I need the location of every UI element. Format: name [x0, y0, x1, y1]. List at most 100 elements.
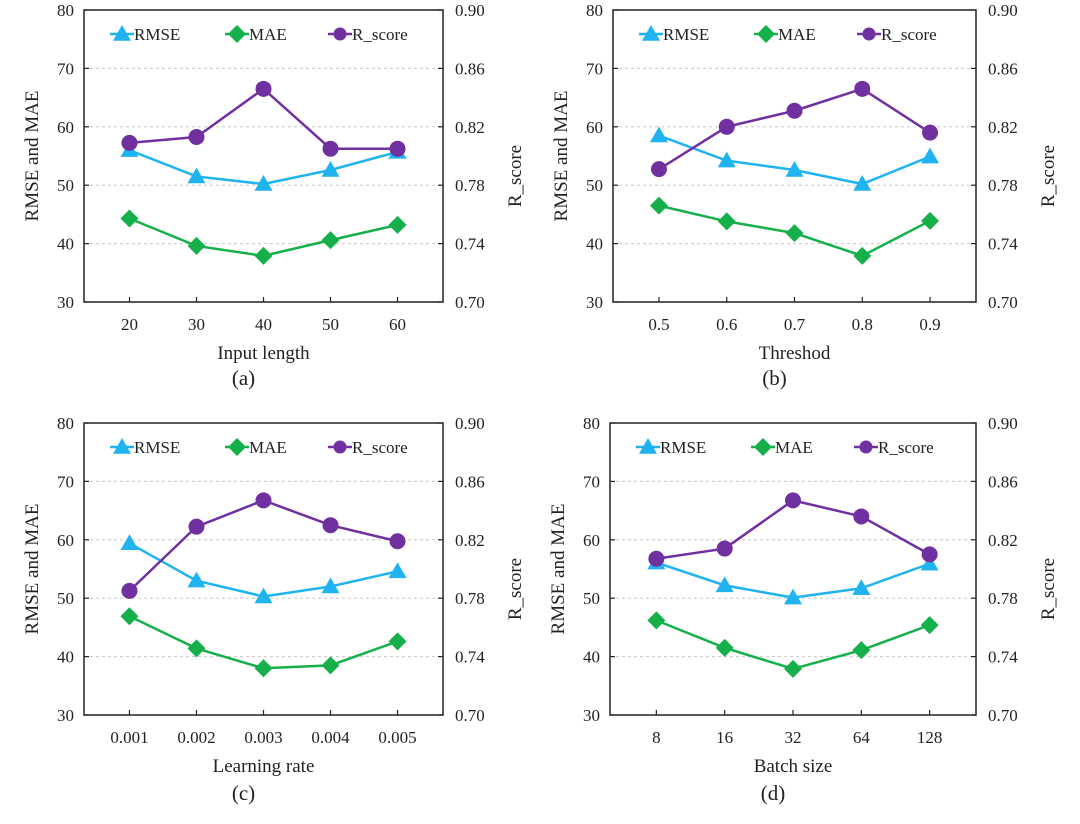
- y2-tick-label: 0.70: [455, 706, 485, 725]
- y-tick-label: 80: [57, 414, 74, 433]
- data-point-mae: [187, 236, 206, 255]
- y2-tick-label: 0.78: [988, 589, 1018, 608]
- panel-caption: (d): [761, 781, 786, 805]
- data-point-mae: [647, 611, 666, 630]
- data-point-rmse: [388, 562, 407, 579]
- data-point-rmse: [120, 534, 139, 551]
- legend-item-r_score: R_score: [328, 25, 408, 44]
- x-tick-label: 0.004: [311, 728, 350, 747]
- data-point-mae: [853, 246, 872, 265]
- x-axis-label: Input length: [217, 343, 310, 364]
- data-point-r_score: [255, 80, 272, 97]
- panel-caption: (c): [232, 781, 255, 805]
- data-point-mae: [120, 607, 139, 626]
- data-point-rmse: [254, 175, 273, 191]
- legend-marker-rmse: [113, 25, 131, 41]
- data-point-mae: [254, 246, 273, 265]
- x-tick-label: 60: [389, 315, 406, 334]
- y-tick-label: 50: [57, 589, 74, 608]
- y2-tick-label: 0.70: [988, 706, 1018, 725]
- data-point-rmse: [321, 577, 340, 594]
- y-tick-label: 70: [57, 59, 74, 78]
- y2-tick-label: 0.90: [455, 1, 485, 20]
- data-point-rmse: [187, 571, 206, 588]
- y-tick-label: 40: [57, 648, 74, 667]
- legend-item-rmse: RMSE: [636, 438, 706, 457]
- data-point-mae: [187, 639, 206, 658]
- data-point-r_score: [921, 546, 938, 563]
- legend-marker-mae: [757, 25, 775, 43]
- x-tick-label: 0.005: [378, 728, 416, 747]
- legend-label: R_score: [352, 25, 408, 44]
- y2-tick-label: 0.74: [455, 235, 485, 254]
- chart-panel-c: 30 40 50 60 70 80 0.70 0.74 0.78 0.82 0.86 0.90 0.00…: [22, 414, 526, 805]
- y-tick-label: 60: [586, 118, 603, 137]
- data-point-r_score: [322, 517, 339, 534]
- y2-tick-label: 0.70: [455, 293, 485, 312]
- y-tick-label: 30: [583, 706, 600, 725]
- data-point-mae: [254, 659, 273, 678]
- data-point-r_score: [389, 140, 406, 157]
- data-point-r_score: [255, 492, 272, 509]
- data-point-mae: [321, 656, 340, 675]
- y-tick-label: 30: [57, 706, 74, 725]
- data-point-mae: [785, 224, 804, 243]
- legend-marker-r_score: [862, 27, 876, 41]
- y2-tick-label: 0.86: [455, 472, 485, 491]
- legend-label: MAE: [249, 25, 287, 44]
- x-tick-label: 128: [917, 728, 943, 747]
- y2-tick-label: 0.74: [988, 235, 1018, 254]
- x-tick-label: 0.002: [177, 728, 215, 747]
- data-point-rmse: [321, 161, 340, 177]
- legend-item-mae: MAE: [225, 438, 287, 457]
- data-point-rmse: [921, 147, 940, 164]
- series-line-r_score: [658, 87, 931, 171]
- y-tick-label: 60: [57, 531, 74, 550]
- x-axis-label: Threshod: [759, 343, 831, 364]
- y2-tick-label: 0.78: [988, 176, 1018, 195]
- y2-tick-label: 0.78: [455, 589, 485, 608]
- data-point-rmse: [715, 576, 734, 593]
- data-point-r_score: [716, 540, 733, 557]
- legend-label: R_score: [881, 25, 937, 44]
- x-tick-label: 40: [255, 315, 272, 334]
- legend-marker-r_score: [333, 440, 347, 454]
- data-point-mae: [717, 212, 736, 231]
- y2-axis-label: R_score: [505, 558, 526, 620]
- y2-tick-label: 0.86: [455, 59, 485, 78]
- x-tick-label: 0.003: [244, 728, 282, 747]
- legend-item-r_score: R_score: [854, 438, 934, 457]
- data-point-mae: [388, 632, 407, 651]
- data-point-rmse: [852, 579, 871, 596]
- legend-label: RMSE: [663, 25, 709, 44]
- y-tick-label: 40: [586, 235, 603, 254]
- data-point-r_score: [785, 492, 801, 509]
- legend-marker-r_score: [859, 440, 873, 454]
- legend-label: R_score: [878, 438, 934, 457]
- data-point-mae: [784, 659, 802, 678]
- data-point-r_score: [389, 533, 406, 550]
- data-point-mae: [321, 231, 340, 250]
- y2-tick-label: 0.82: [455, 118, 485, 137]
- data-point-r_score: [718, 118, 735, 135]
- x-tick-label: 0.7: [784, 315, 806, 334]
- y-tick-label: 80: [583, 414, 600, 433]
- legend-label: MAE: [249, 438, 287, 457]
- y-tick-label: 50: [583, 589, 600, 608]
- y-tick-label: 70: [57, 472, 74, 491]
- data-point-r_score: [922, 124, 939, 141]
- legend-marker-rmse: [642, 25, 660, 41]
- data-point-rmse: [785, 161, 804, 177]
- y-tick-label: 50: [57, 176, 74, 195]
- x-tick-label: 0.9: [919, 315, 940, 334]
- x-tick-label: 0.8: [852, 315, 873, 334]
- data-point-rmse: [853, 175, 872, 191]
- data-point-r_score: [786, 102, 803, 119]
- series-line-r_score: [128, 499, 398, 592]
- y-axis-label: RMSE and MAE: [551, 91, 572, 222]
- y-tick-label: 40: [57, 235, 74, 254]
- x-axis-label: Learning rate: [213, 756, 315, 777]
- panel-caption: (a): [232, 366, 255, 390]
- series-line-r_score: [656, 499, 931, 561]
- data-point-r_score: [121, 134, 138, 151]
